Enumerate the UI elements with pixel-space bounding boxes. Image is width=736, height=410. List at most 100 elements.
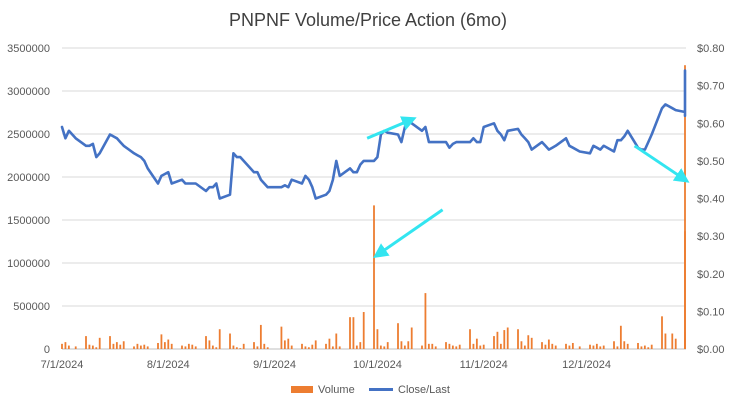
close-last-point xyxy=(219,198,221,200)
volume-bar xyxy=(235,347,238,349)
close-last-point xyxy=(349,167,351,169)
volume-bar xyxy=(595,343,598,349)
volume-bar xyxy=(205,336,207,349)
close-last-point xyxy=(445,141,447,143)
close-last-point xyxy=(431,141,433,143)
volume-bar xyxy=(623,341,626,349)
close-last-point xyxy=(472,137,474,139)
left-axis-tick-label: 0 xyxy=(44,344,50,356)
volume-bar xyxy=(74,346,77,349)
close-last-point xyxy=(171,182,173,184)
close-last-point xyxy=(356,171,358,173)
volume-bar xyxy=(136,343,139,349)
close-last-point xyxy=(411,122,413,124)
volume-bar xyxy=(253,342,255,349)
volume-bar xyxy=(637,342,639,349)
close-last-point xyxy=(603,145,605,147)
volume-bar xyxy=(578,346,581,349)
volume-bar xyxy=(643,345,646,349)
close-last-point xyxy=(479,141,481,143)
close-last-point xyxy=(301,182,303,184)
close-last-point xyxy=(363,160,365,162)
volume-bar xyxy=(349,317,351,349)
close-last-point xyxy=(500,134,502,136)
volume-bar xyxy=(283,340,286,349)
close-last-point xyxy=(684,115,686,117)
close-last-point xyxy=(263,182,265,184)
volume-bar xyxy=(541,342,543,349)
volume-bar xyxy=(242,343,245,349)
close-last-point xyxy=(92,143,94,145)
right-axis-tick-label: $0.60 xyxy=(697,118,725,130)
close-last-point xyxy=(304,175,306,177)
left-axis-tick-label: 2500000 xyxy=(7,129,50,141)
volume-bar xyxy=(551,343,554,349)
close-last-point xyxy=(599,149,601,151)
volume-bar xyxy=(359,342,362,349)
x-axis-tick-labels: 7/1/2024 8/1/2024 9/1/2024 10/1/2024 11/1/20… xyxy=(41,359,611,371)
volume-bar xyxy=(263,343,266,349)
left-axis-tick-label: 500000 xyxy=(13,301,50,313)
close-last-point xyxy=(541,141,543,143)
close-last-point xyxy=(493,122,495,124)
left-axis-tick-labels: 0 500000 1000000 1500000 2000000 2500000 30000… xyxy=(7,43,50,356)
volume-bar xyxy=(410,327,413,349)
annotation-arrow xyxy=(366,116,417,140)
close-last-point xyxy=(88,145,90,147)
right-axis-tick-label: $0.00 xyxy=(697,344,725,356)
close-last-point xyxy=(613,150,615,152)
volume-bar xyxy=(352,317,355,349)
volume-bar xyxy=(544,344,547,349)
volume-bar xyxy=(314,340,317,349)
volume-bar xyxy=(328,338,331,349)
volume-bar xyxy=(85,336,87,349)
close-last-point xyxy=(589,152,591,154)
volume-bar xyxy=(434,346,437,349)
annotation-arrow xyxy=(372,208,444,259)
volume-bar xyxy=(475,338,478,349)
close-last-point xyxy=(308,179,310,181)
close-last-point xyxy=(507,130,509,132)
volume-bar xyxy=(403,345,406,349)
x-axis-tick-label: 11/1/2024 xyxy=(460,359,508,371)
volume-bar xyxy=(191,344,194,349)
left-axis-tick-label: 1000000 xyxy=(7,258,50,270)
close-last-point xyxy=(215,182,217,184)
volume-bar xyxy=(232,345,235,349)
volume-bar xyxy=(184,346,187,349)
close-last-point xyxy=(435,141,437,143)
volume-bar xyxy=(331,346,334,349)
volume-bar xyxy=(472,343,475,349)
volume-bar xyxy=(170,343,173,349)
volume-bar xyxy=(493,336,495,349)
close-last-point xyxy=(627,130,629,132)
close-last-point xyxy=(572,147,574,149)
volume-bar xyxy=(684,65,686,349)
close-last-point xyxy=(335,160,337,162)
close-last-point xyxy=(452,143,454,145)
close-last-point xyxy=(404,126,406,128)
close-last-point xyxy=(256,171,258,173)
close-last-point xyxy=(95,156,97,158)
volume-bar xyxy=(133,346,135,349)
volume-bar xyxy=(67,345,70,349)
volume-bar xyxy=(383,346,386,349)
volume-bar xyxy=(523,345,526,349)
volume-bar xyxy=(338,346,341,349)
volume-bar xyxy=(458,344,461,349)
legend-label-volume: Volume xyxy=(318,384,355,396)
close-last-point xyxy=(123,145,125,147)
x-axis-tick-label: 7/1/2024 xyxy=(41,359,84,371)
volume-bar xyxy=(61,343,63,349)
close-last-point xyxy=(85,145,87,147)
close-last-point xyxy=(620,139,622,141)
close-last-point xyxy=(205,190,207,192)
volume-bar xyxy=(547,339,550,349)
close-last-point xyxy=(157,182,159,184)
close-last-point xyxy=(208,186,210,188)
volume-bar xyxy=(194,346,197,349)
close-last-point xyxy=(684,70,686,72)
volume-bar xyxy=(167,339,170,349)
close-last-point xyxy=(229,194,231,196)
